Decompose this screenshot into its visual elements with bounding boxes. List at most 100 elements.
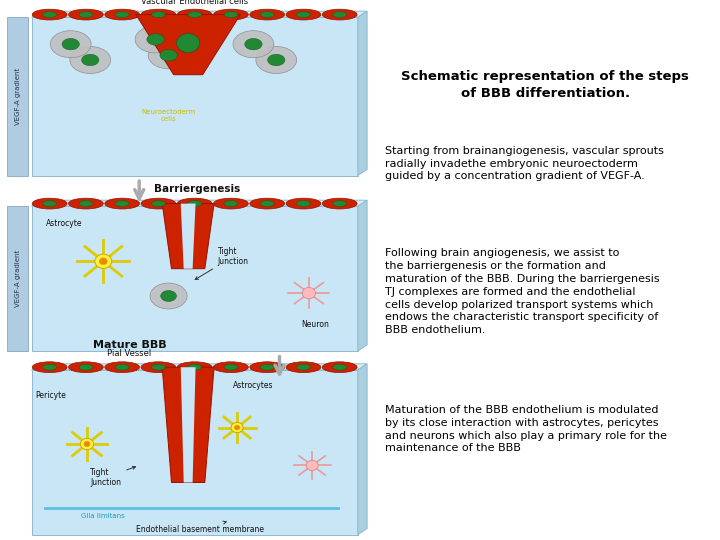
Ellipse shape	[42, 200, 57, 206]
Ellipse shape	[286, 9, 321, 20]
Ellipse shape	[333, 364, 346, 370]
Ellipse shape	[68, 362, 103, 373]
Ellipse shape	[297, 11, 310, 18]
Polygon shape	[7, 17, 28, 176]
Text: Astrocyte: Astrocyte	[46, 219, 82, 228]
Text: Barriergenesis: Barriergenesis	[154, 184, 240, 194]
Ellipse shape	[95, 254, 112, 268]
Ellipse shape	[214, 198, 248, 209]
Ellipse shape	[177, 9, 212, 20]
Text: Neuron: Neuron	[302, 320, 329, 329]
Ellipse shape	[141, 362, 176, 373]
Polygon shape	[32, 370, 358, 535]
Ellipse shape	[286, 362, 321, 373]
Text: VEGF-A gradient: VEGF-A gradient	[14, 250, 21, 307]
Text: Endothelial basement membrane: Endothelial basement membrane	[136, 521, 264, 534]
Ellipse shape	[333, 200, 346, 206]
Polygon shape	[7, 206, 28, 351]
Ellipse shape	[256, 46, 297, 73]
Ellipse shape	[104, 362, 140, 373]
Ellipse shape	[160, 50, 177, 61]
Ellipse shape	[297, 200, 310, 206]
Ellipse shape	[115, 11, 129, 18]
Polygon shape	[32, 206, 358, 351]
Ellipse shape	[234, 425, 240, 430]
Ellipse shape	[214, 362, 248, 373]
Ellipse shape	[333, 11, 346, 18]
Polygon shape	[181, 204, 196, 269]
Ellipse shape	[297, 364, 310, 370]
Text: Schematic representation of the steps
of BBB differentiation.: Schematic representation of the steps of…	[402, 70, 689, 100]
Ellipse shape	[231, 422, 243, 433]
Ellipse shape	[115, 364, 129, 370]
Ellipse shape	[224, 364, 238, 370]
Polygon shape	[358, 11, 367, 176]
Text: Tight
Junction: Tight Junction	[90, 467, 135, 487]
Polygon shape	[32, 200, 367, 206]
Text: Pericyte: Pericyte	[36, 390, 66, 400]
Ellipse shape	[224, 200, 238, 206]
Ellipse shape	[42, 11, 57, 18]
Ellipse shape	[188, 11, 202, 18]
Ellipse shape	[177, 198, 212, 209]
Ellipse shape	[261, 200, 274, 206]
Text: VEGF-A gradient: VEGF-A gradient	[14, 68, 21, 125]
Text: Pial Vessel: Pial Vessel	[107, 349, 151, 359]
Ellipse shape	[62, 38, 79, 50]
Polygon shape	[162, 204, 214, 269]
Ellipse shape	[32, 198, 67, 209]
Ellipse shape	[261, 364, 274, 370]
Ellipse shape	[141, 9, 176, 20]
Ellipse shape	[115, 200, 129, 206]
Ellipse shape	[50, 31, 91, 58]
Polygon shape	[181, 367, 196, 483]
Ellipse shape	[68, 198, 103, 209]
Ellipse shape	[81, 54, 99, 66]
Ellipse shape	[306, 460, 318, 470]
Ellipse shape	[104, 9, 140, 20]
Ellipse shape	[70, 46, 111, 73]
Ellipse shape	[250, 198, 284, 209]
Ellipse shape	[224, 11, 238, 18]
Ellipse shape	[135, 26, 176, 53]
Ellipse shape	[268, 54, 285, 66]
Polygon shape	[136, 15, 240, 75]
Text: Neuroectoderm
cells: Neuroectoderm cells	[141, 109, 196, 122]
Ellipse shape	[151, 200, 166, 206]
Ellipse shape	[151, 364, 166, 370]
Ellipse shape	[151, 11, 166, 18]
Ellipse shape	[42, 364, 57, 370]
Ellipse shape	[177, 362, 212, 373]
Ellipse shape	[147, 33, 164, 45]
Text: Astrocytes: Astrocytes	[233, 381, 274, 390]
Ellipse shape	[81, 438, 94, 450]
Ellipse shape	[188, 200, 202, 206]
Text: Mature BBB: Mature BBB	[93, 340, 166, 350]
Ellipse shape	[250, 9, 284, 20]
Polygon shape	[358, 200, 367, 351]
Ellipse shape	[323, 362, 357, 373]
Ellipse shape	[233, 31, 274, 58]
Ellipse shape	[214, 9, 248, 20]
Ellipse shape	[188, 364, 202, 370]
Text: Glia limitans: Glia limitans	[81, 512, 125, 518]
Text: Maturation of the BBB endothelium is modulated
by its close interaction with ast: Maturation of the BBB endothelium is mod…	[384, 405, 667, 454]
Polygon shape	[32, 17, 358, 176]
Ellipse shape	[79, 364, 93, 370]
Ellipse shape	[250, 362, 284, 373]
Polygon shape	[358, 364, 367, 535]
Ellipse shape	[150, 283, 187, 309]
Ellipse shape	[323, 9, 357, 20]
Ellipse shape	[286, 198, 321, 209]
Polygon shape	[32, 364, 367, 370]
Ellipse shape	[79, 11, 93, 18]
Ellipse shape	[79, 200, 93, 206]
Ellipse shape	[148, 42, 189, 69]
Text: Following brain angiogenesis, we assist to
the barriergenesis or the formation a: Following brain angiogenesis, we assist …	[384, 248, 660, 335]
Ellipse shape	[323, 198, 357, 209]
Polygon shape	[162, 367, 214, 483]
Polygon shape	[32, 11, 367, 17]
Text: Tight
Junction: Tight Junction	[195, 247, 249, 280]
Ellipse shape	[104, 198, 140, 209]
Ellipse shape	[176, 33, 199, 52]
